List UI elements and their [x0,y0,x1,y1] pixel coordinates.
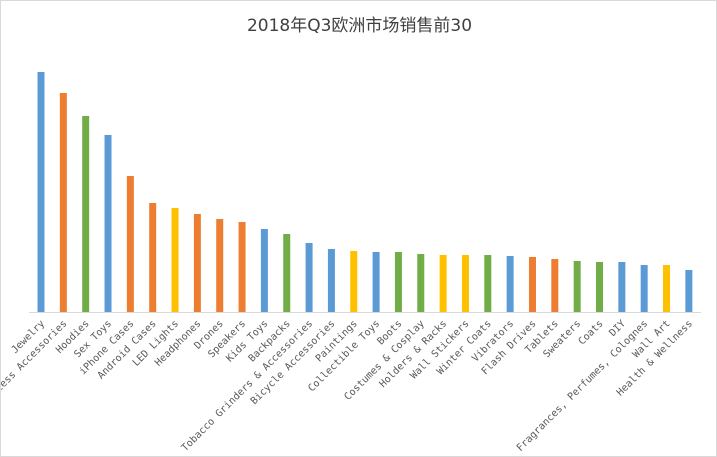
bar [216,219,224,312]
bar [350,251,358,312]
x-tick-label: Coats [577,318,606,347]
bar [283,234,291,312]
bar [484,255,492,312]
bar [663,265,671,312]
bar [528,257,536,312]
bar [372,252,380,312]
bar [37,72,45,312]
bar [126,176,134,312]
bar [193,214,201,312]
bar [640,265,648,312]
bar [104,135,112,312]
bar [82,116,90,312]
bar [260,229,268,312]
bar [573,261,581,312]
bar [439,255,447,312]
bar [685,270,693,312]
chart-title: 2018年Q3欧洲市场销售前30 [246,16,473,36]
bar [506,256,514,312]
bar [59,93,67,312]
bar [327,249,335,312]
bar [238,222,246,312]
bar [618,262,626,312]
bar [596,262,603,312]
bar [551,259,559,312]
bar [305,243,313,312]
bar [394,252,402,312]
bar [171,208,179,312]
bar [417,254,425,312]
bar [461,255,469,312]
bar [149,203,157,312]
